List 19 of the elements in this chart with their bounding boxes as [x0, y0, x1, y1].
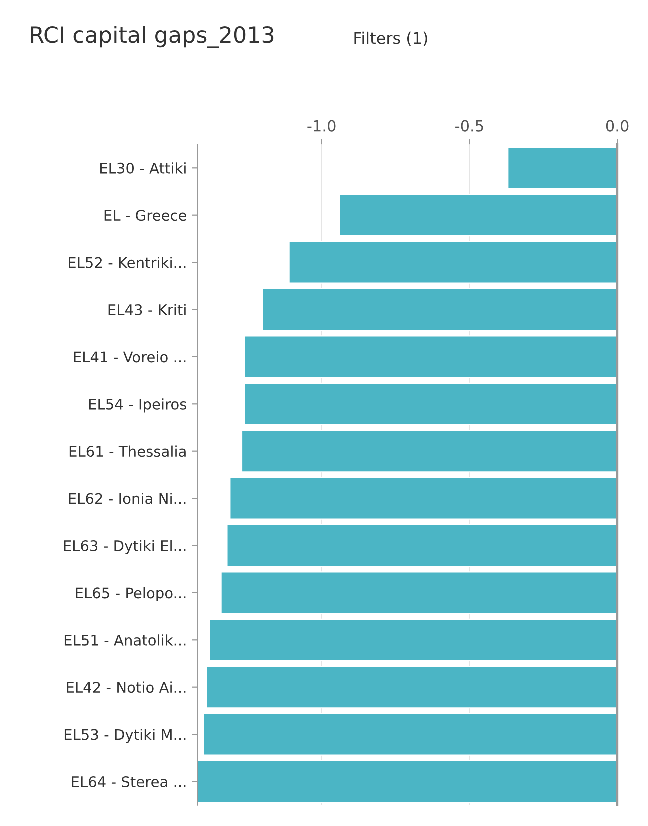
y-tick-label: EL43 - Kriti	[108, 304, 186, 316]
y-tick-label: EL63 - Dytiki El...	[64, 540, 186, 554]
y-tick-label: EL42 - Notio Ai...	[67, 682, 186, 694]
y-tick-label: EL61 - Thessalia	[70, 446, 186, 458]
y-tick-label: EL53 - Dytiki M...	[64, 729, 186, 744]
x-tick-label: -0.5	[456, 120, 484, 132]
y-tick-label: EL - Greece	[104, 210, 186, 222]
y-tick-label: EL62 - Ionia Ni...	[69, 493, 186, 504]
y-tick-label: EL41 - Voreio ...	[74, 351, 186, 363]
chart-title: RCI capital gaps_2013	[31, 26, 274, 48]
y-tick-label: EL65 - Pelopo...	[76, 587, 186, 602]
y-tick-label: EL51 - Anatolik...	[64, 634, 186, 646]
y-tick-label: EL54 - Ipeiros	[89, 398, 187, 413]
x-tick-label: 0.0	[606, 120, 629, 132]
y-tick-label: EL64 - Sterea ...	[72, 776, 186, 788]
y-tick-label: EL30 - Attiki	[100, 162, 186, 174]
x-tick-label: -1.0	[308, 120, 336, 132]
text: Filters (1)	[354, 32, 428, 46]
y-tick-label: EL52 - Kentriki...	[69, 257, 186, 268]
